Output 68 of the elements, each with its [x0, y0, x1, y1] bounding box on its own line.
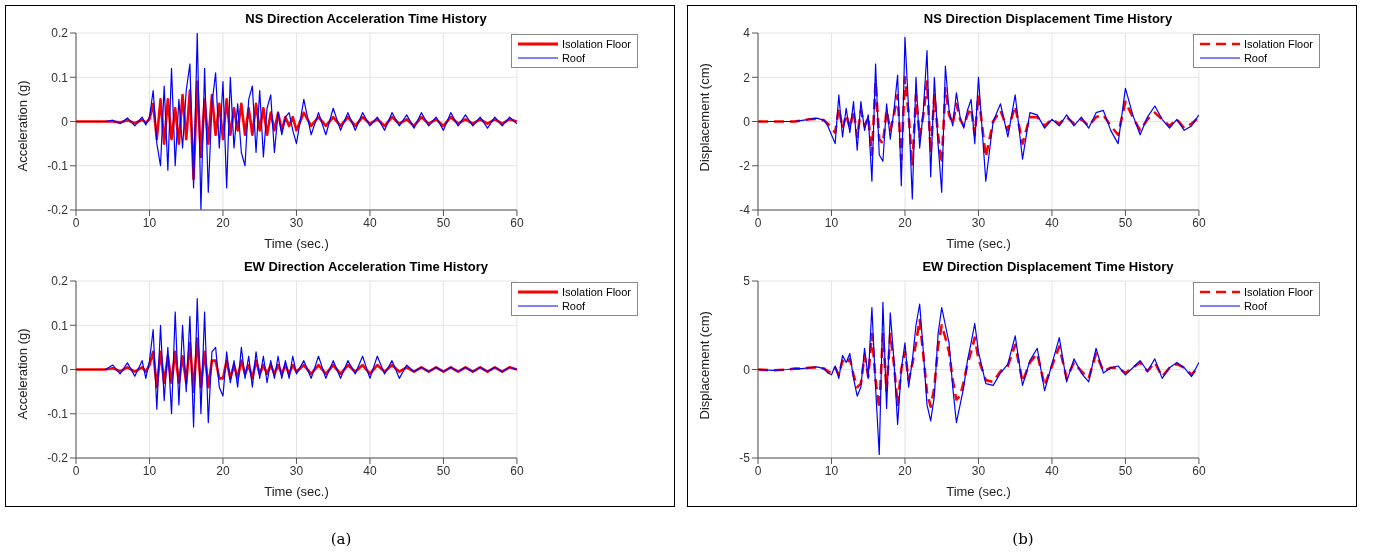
x-tick-label: 0 — [72, 463, 80, 478]
x-tick-label: 50 — [436, 215, 451, 230]
y-tick-label: 0.1 — [51, 318, 69, 333]
x-tick-label: 10 — [142, 215, 157, 230]
x-tick-label: 0 — [72, 215, 80, 230]
y-tick-label: 0.1 — [51, 70, 69, 85]
x-tick-label: 0 — [754, 215, 762, 230]
x-tick-label: 10 — [142, 463, 157, 478]
legend-label: Roof — [1243, 299, 1268, 313]
y-axis-title: Acceleration (g) — [14, 80, 30, 172]
x-axis-title: Time (sec.) — [264, 236, 329, 251]
x-tick-label: 60 — [510, 215, 524, 230]
chart-title: NS Direction Acceleration Time History — [244, 10, 488, 28]
chart-title: NS Direction Displacement Time History — [922, 10, 1174, 28]
y-tick-label: 4 — [743, 26, 751, 41]
x-tick-label: 20 — [898, 215, 912, 230]
x-tick-label: 50 — [1118, 215, 1133, 230]
x-tick-label: 50 — [1118, 463, 1133, 478]
y-axis-title: Displacement (cm) — [696, 63, 712, 172]
x-tick-label: 20 — [216, 215, 230, 230]
chart-title: EW Direction Displacement Time History — [921, 258, 1175, 276]
x-axis-title: Time (sec.) — [946, 236, 1011, 251]
legend-label: Isolation Floor — [561, 285, 631, 299]
x-tick-label: 60 — [1192, 463, 1206, 478]
x-tick-label: 30 — [971, 215, 986, 230]
x-tick-label: 40 — [363, 215, 377, 230]
x-tick-label: 30 — [971, 463, 986, 478]
x-tick-label: 20 — [216, 463, 230, 478]
text: (b) — [1011, 530, 1035, 548]
x-tick-label: 30 — [289, 463, 304, 478]
x-axis-title: Time (sec.) — [264, 484, 329, 499]
chart-title: EW Direction Acceleration Time History — [242, 258, 490, 276]
y-tick-label: -0.1 — [47, 407, 69, 422]
y-tick-label: 0.2 — [51, 26, 69, 41]
y-tick-label: -4 — [739, 203, 751, 218]
x-tick-label: 20 — [898, 463, 912, 478]
x-tick-label: 10 — [824, 215, 839, 230]
y-tick-label: -5 — [739, 451, 751, 466]
y-tick-label: -0.2 — [47, 451, 69, 466]
legend-label: Isolation Floor — [561, 37, 631, 51]
x-tick-label: 40 — [1045, 215, 1059, 230]
y-tick-label: 0 — [743, 362, 751, 377]
y-axis-title: Displacement (cm) — [696, 311, 712, 420]
legend-label: Roof — [561, 299, 586, 313]
text: (a) — [329, 530, 353, 548]
x-tick-label: 40 — [363, 463, 377, 478]
x-tick-label: 60 — [1192, 215, 1206, 230]
x-tick-label: 0 — [754, 463, 762, 478]
x-tick-label: 10 — [824, 463, 839, 478]
y-tick-label: -2 — [739, 159, 751, 174]
y-tick-label: -0.1 — [47, 159, 69, 174]
x-tick-label: 50 — [436, 463, 451, 478]
legend-label: Isolation Floor — [1243, 37, 1313, 51]
y-tick-label: 0.2 — [51, 274, 69, 289]
legend-label: Isolation Floor — [1243, 285, 1313, 299]
x-tick-label: 40 — [1045, 463, 1059, 478]
x-tick-label: 30 — [289, 215, 304, 230]
y-tick-label: -0.2 — [47, 203, 69, 218]
y-tick-label: 0 — [61, 362, 69, 377]
x-axis-title: Time (sec.) — [946, 484, 1011, 499]
y-tick-label: 5 — [743, 274, 751, 289]
y-tick-label: 2 — [743, 70, 751, 85]
legend-label: Roof — [1243, 51, 1268, 65]
x-tick-label: 60 — [510, 463, 524, 478]
legend-label: Roof — [561, 51, 586, 65]
y-tick-label: 0 — [61, 114, 69, 129]
y-tick-label: 0 — [743, 114, 751, 129]
y-axis-title: Acceleration (g) — [14, 328, 30, 420]
